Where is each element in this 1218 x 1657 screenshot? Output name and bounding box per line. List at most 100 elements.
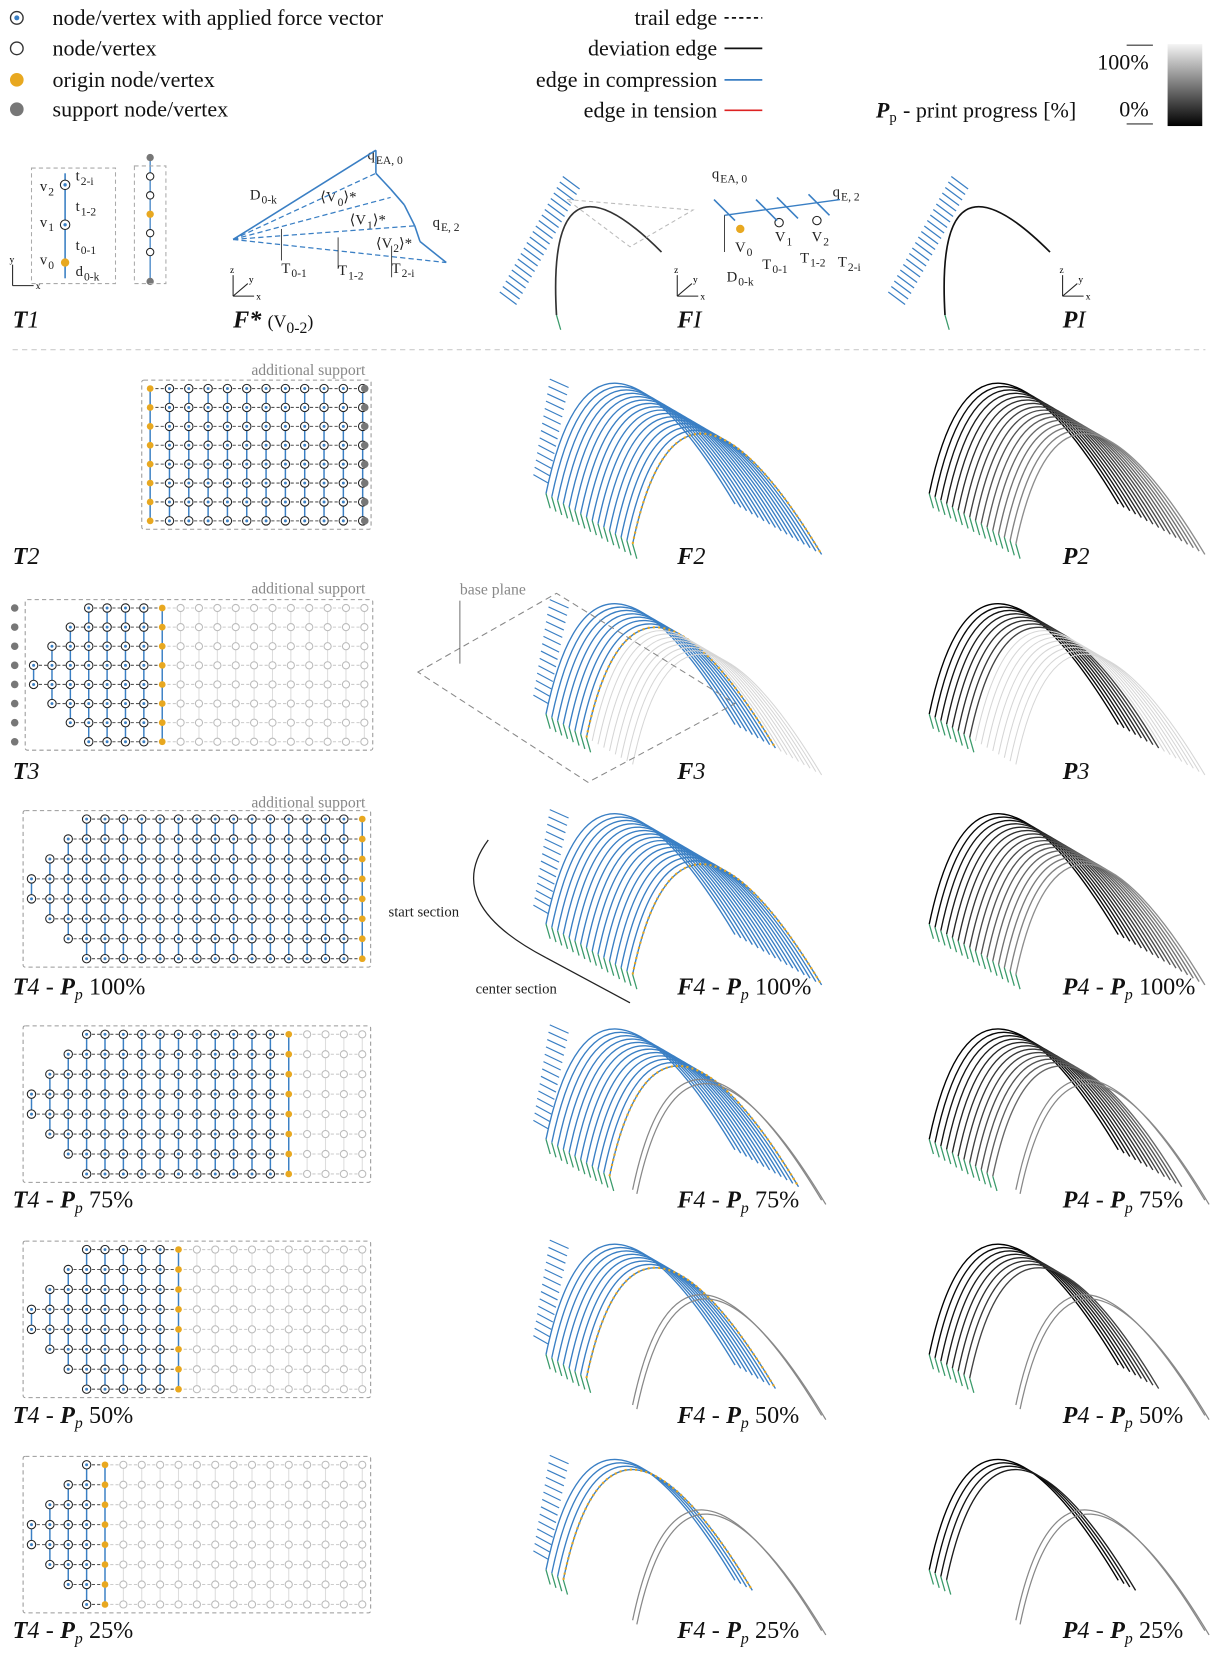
support — [11, 662, 19, 670]
node — [324, 681, 331, 688]
node-dot — [214, 857, 217, 860]
annotation-sub: 1-2 — [348, 270, 364, 282]
node-dot — [87, 607, 90, 610]
node-dot — [104, 1033, 107, 1036]
node-dot — [159, 897, 162, 900]
node-dot — [214, 818, 217, 821]
node — [248, 1561, 255, 1568]
node-dot — [342, 482, 345, 485]
node-dot — [214, 1033, 217, 1036]
arch — [929, 1459, 1118, 1580]
edge — [538, 666, 554, 674]
node — [322, 1091, 329, 1098]
edge — [951, 176, 968, 189]
node-dot — [159, 957, 162, 960]
node — [251, 700, 258, 707]
node — [340, 1031, 347, 1038]
edge — [535, 1328, 550, 1336]
node-dot — [232, 957, 235, 960]
edge — [927, 220, 944, 233]
edge — [993, 531, 997, 546]
node-dot — [140, 1133, 143, 1136]
edge — [948, 182, 965, 195]
node — [230, 1326, 237, 1333]
node-dot — [177, 1033, 180, 1036]
edge — [391, 189, 405, 205]
support — [11, 642, 19, 650]
node — [322, 1581, 329, 1588]
edge — [947, 724, 951, 739]
node-dot — [269, 1053, 272, 1056]
label-part: p — [1124, 1200, 1133, 1217]
node-dot — [106, 645, 109, 648]
annotation: T0-1 — [762, 257, 788, 276]
edge — [918, 237, 935, 250]
node — [340, 1150, 347, 1157]
annotation-after: ⟩* — [373, 213, 386, 229]
node — [177, 624, 184, 631]
origin-node — [285, 1111, 292, 1118]
node-dot — [124, 740, 127, 743]
node-dot — [177, 818, 180, 821]
edge — [542, 1069, 559, 1077]
node — [340, 1601, 347, 1608]
node-dot — [122, 1268, 125, 1271]
node-dot — [122, 1153, 125, 1156]
node-dot — [67, 1308, 70, 1311]
edge — [945, 315, 949, 330]
origin-node — [285, 1151, 292, 1158]
node — [175, 1541, 182, 1548]
node-dot — [207, 482, 210, 485]
node — [306, 643, 313, 650]
edge — [552, 1573, 556, 1588]
panel-label: F3 — [676, 758, 705, 785]
node-dot — [67, 1543, 70, 1546]
label-part: P — [59, 1402, 75, 1429]
node — [251, 604, 258, 611]
node-dot — [104, 1073, 107, 1076]
label-part: 75% — [1139, 1187, 1183, 1214]
node-dot — [122, 1053, 125, 1056]
node — [304, 1541, 311, 1548]
node-dot — [140, 877, 143, 880]
node — [251, 643, 258, 650]
node-dot — [69, 664, 72, 667]
node — [212, 1561, 219, 1568]
label-part: 4 — [27, 1617, 39, 1644]
arch — [987, 1063, 1176, 1184]
node-dot — [269, 1093, 272, 1096]
node-dot — [85, 1073, 88, 1076]
node-dot — [323, 406, 326, 409]
panel-label: P4-Pp50% — [1062, 1402, 1184, 1432]
node-dot — [195, 957, 198, 960]
node-dot — [168, 500, 171, 503]
label-part: - — [46, 973, 54, 1000]
node — [359, 1346, 366, 1353]
node-dot — [67, 857, 70, 860]
edge — [541, 1076, 558, 1084]
node-dot — [48, 1503, 51, 1506]
node-dot — [232, 917, 235, 920]
node-dot — [87, 626, 90, 629]
node-dot — [142, 664, 145, 667]
panel-label: P3 — [1062, 758, 1090, 785]
node — [304, 1326, 311, 1333]
label-part: 50% — [89, 1402, 133, 1429]
node-dot — [159, 818, 162, 821]
node — [230, 1541, 237, 1548]
edge — [549, 1463, 567, 1471]
origin-node — [175, 1306, 182, 1313]
node — [232, 738, 239, 745]
node-dot — [87, 721, 90, 724]
node-dot — [168, 463, 171, 466]
node-dot — [85, 917, 88, 920]
node — [359, 1031, 366, 1038]
edge — [547, 394, 565, 402]
node-dot — [85, 1523, 88, 1526]
node — [359, 1481, 366, 1488]
node-dot — [284, 444, 287, 447]
origin-node — [359, 816, 366, 823]
label-part: T — [13, 543, 29, 570]
node-dot — [48, 1563, 51, 1566]
panel-label: T3 — [13, 758, 40, 785]
